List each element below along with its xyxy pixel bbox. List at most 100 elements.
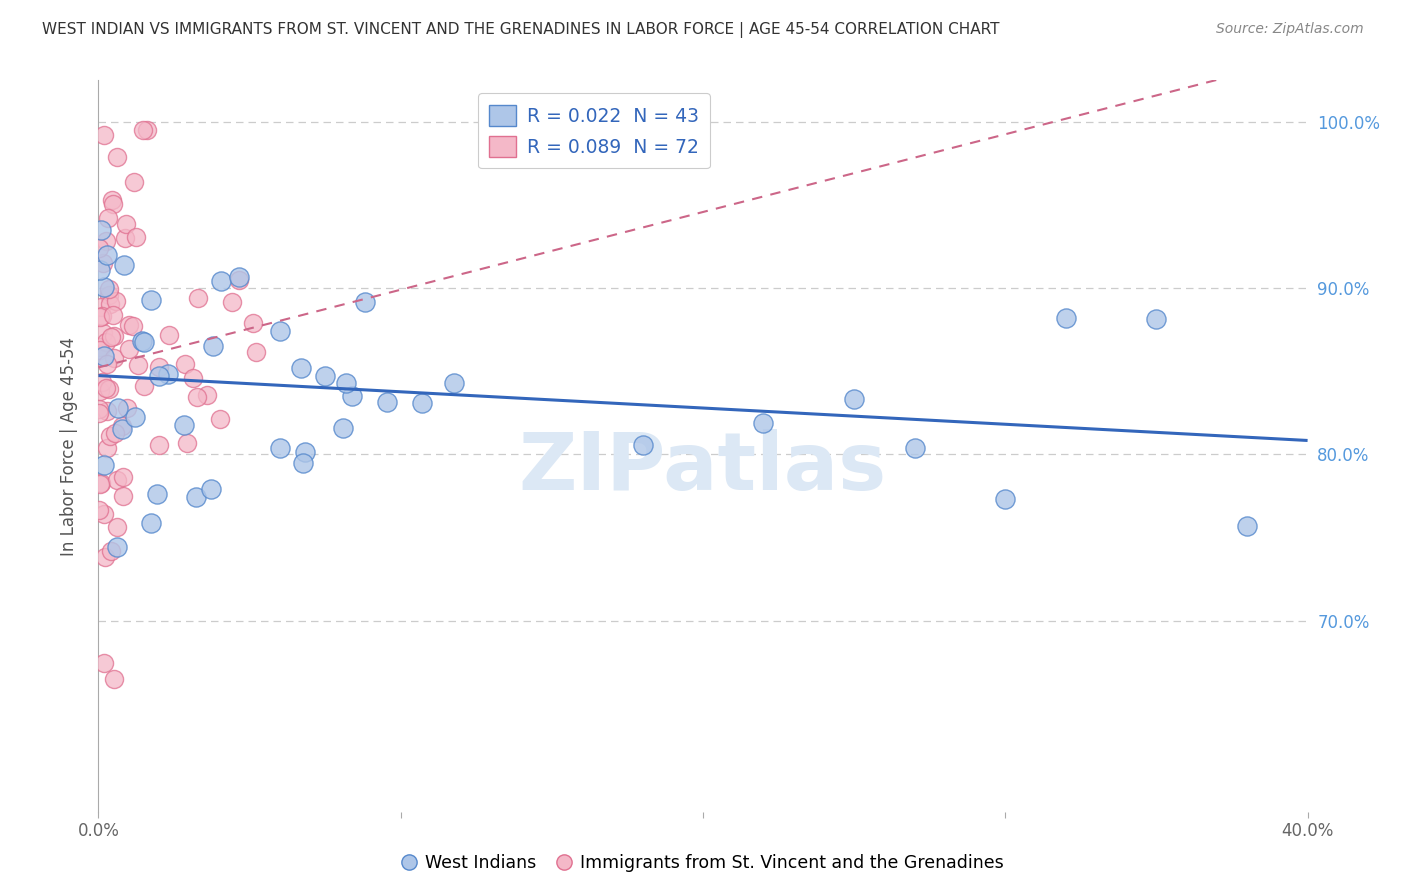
Point [91, 309, 114, 323]
Point [904, 441, 927, 455]
Point [90, 223, 112, 237]
Point [294, 445, 316, 459]
Point [211, 275, 233, 289]
Point [1236, 519, 1258, 533]
Point [89, 401, 111, 416]
Point [148, 438, 170, 452]
Point [335, 376, 357, 390]
Point [115, 217, 138, 231]
Point [94, 381, 117, 395]
Point [269, 441, 291, 455]
Point [105, 540, 128, 554]
Legend: R = 0.022  N = 43, R = 0.089  N = 72: R = 0.022 N = 43, R = 0.089 N = 72 [478, 94, 710, 169]
Point [314, 368, 336, 383]
Point [139, 516, 162, 530]
Point [195, 388, 218, 402]
Point [89, 340, 111, 354]
Point [100, 330, 122, 344]
Point [631, 438, 654, 452]
Point [228, 273, 250, 287]
Point [176, 435, 198, 450]
Point [173, 357, 195, 371]
Point [208, 411, 231, 425]
Point [112, 489, 135, 503]
Text: ZIPatlas: ZIPatlas [519, 429, 887, 507]
Point [91, 256, 114, 270]
Legend: West Indians, Immigrants from St. Vincent and the Grenadines: West Indians, Immigrants from St. Vincen… [395, 847, 1011, 879]
Point [94, 549, 117, 564]
Point [173, 417, 195, 432]
Point [96, 248, 118, 262]
Point [127, 358, 149, 372]
Point [752, 416, 775, 430]
Point [90, 300, 112, 314]
Point [89, 343, 111, 357]
Point [443, 376, 465, 391]
Point [87, 405, 110, 419]
Point [228, 270, 250, 285]
Point [94, 234, 117, 248]
Point [105, 150, 128, 164]
Point [111, 422, 134, 436]
Point [105, 473, 128, 487]
Point [97, 382, 120, 396]
Point [181, 371, 204, 385]
Point [89, 310, 111, 324]
Point [375, 394, 398, 409]
Point [184, 490, 207, 504]
Point [101, 309, 124, 323]
Point [89, 384, 111, 398]
Point [89, 262, 111, 277]
Point [97, 211, 120, 226]
Point [91, 326, 114, 340]
Point [1054, 310, 1077, 325]
Point [139, 293, 162, 308]
Y-axis label: In Labor Force | Age 45-54: In Labor Force | Age 45-54 [59, 336, 77, 556]
Point [290, 360, 312, 375]
Point [96, 403, 118, 417]
Point [90, 475, 112, 490]
Point [340, 389, 363, 403]
Point [98, 287, 121, 301]
Point [100, 544, 122, 558]
Point [93, 280, 115, 294]
Point [242, 316, 264, 330]
Point [101, 197, 124, 211]
Point [89, 476, 111, 491]
Point [124, 410, 146, 425]
Point [245, 345, 267, 359]
Point [100, 194, 122, 208]
Point [844, 392, 866, 406]
Point [221, 295, 243, 310]
Point [118, 343, 141, 357]
Point [332, 421, 354, 435]
Point [132, 123, 155, 137]
Point [353, 295, 375, 310]
Point [118, 318, 141, 332]
Point [157, 328, 180, 343]
Point [131, 334, 153, 349]
Text: Source: ZipAtlas.com: Source: ZipAtlas.com [1216, 22, 1364, 37]
Point [115, 401, 138, 415]
Point [156, 367, 179, 381]
Point [186, 391, 208, 405]
Point [148, 368, 170, 383]
Point [89, 241, 111, 255]
Point [107, 401, 129, 415]
Point [125, 229, 148, 244]
Point [103, 329, 125, 343]
Point [112, 470, 135, 484]
Point [148, 360, 170, 375]
Point [201, 338, 224, 352]
Point [122, 175, 145, 189]
Point [89, 502, 111, 516]
Point [132, 334, 155, 349]
Point [96, 334, 118, 349]
Point [114, 231, 136, 245]
Point [90, 375, 112, 389]
Point [112, 258, 135, 272]
Point [98, 282, 121, 296]
Point [103, 672, 125, 686]
Point [98, 296, 121, 310]
Point [93, 656, 115, 670]
